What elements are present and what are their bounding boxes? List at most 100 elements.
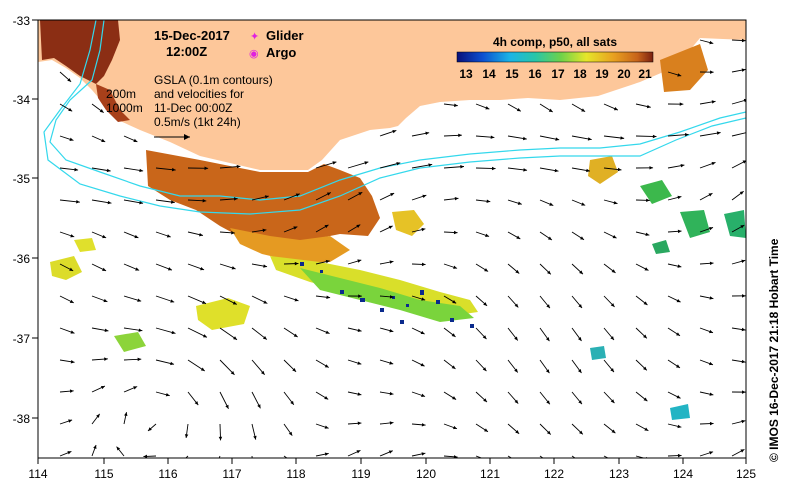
velocity-arrow-head [104, 357, 108, 361]
velocity-arrow-head [580, 236, 585, 240]
x-tick-115: 115 [94, 458, 114, 481]
x-tick-118: 118 [286, 458, 306, 481]
velocity-arrow-head [357, 361, 362, 365]
velocity-arrow-head [96, 413, 100, 418]
velocity-arrow-head [545, 369, 550, 374]
velocity-arrow-head [546, 400, 550, 405]
velocity-arrow-head [643, 334, 647, 339]
velocity-arrow-head [170, 299, 175, 303]
velocity-arrow-head [643, 301, 648, 305]
sst-patch-7 [660, 44, 708, 92]
x-axis: 114 115 116 117 118 119 120 121 122 123 … [28, 458, 756, 481]
velocity-arrow-head [332, 161, 337, 165]
velocity-arrow-head [677, 195, 682, 200]
velocity-arrow-head [116, 446, 121, 451]
x-tick-122: 122 [544, 458, 564, 481]
velocity-arrow-head [294, 261, 299, 266]
velocity-arrow-head [70, 234, 75, 238]
velocity-arrow-head [458, 133, 462, 138]
velocity-arrow-head [587, 137, 592, 141]
velocity-arrow-head [680, 163, 685, 168]
colorbar-tick: 14 [482, 67, 496, 81]
velocity-arrow-head [257, 404, 261, 409]
sst-patch-10 [724, 210, 746, 238]
velocity-arrow-head [421, 262, 426, 267]
x-tick-label: 121 [480, 467, 500, 481]
velocity-arrow-head [389, 328, 394, 333]
velocity-arrow-head [515, 430, 520, 434]
y-tick-minus36: -36 [13, 252, 38, 266]
velocity-arrow-head [225, 404, 229, 409]
velocity-arrow-head [231, 266, 236, 270]
velocity-arrow-head [294, 298, 299, 302]
velocity-arrow-head [137, 298, 142, 302]
velocity-arrow-head [93, 444, 97, 449]
velocity-arrow-head [137, 357, 142, 362]
velocity-arrow-head [69, 389, 74, 393]
velocity-arrow-head [100, 385, 105, 390]
argo-label: Argo [266, 45, 296, 60]
velocity-arrow-head [708, 193, 713, 197]
velocity-arrow-head [421, 227, 426, 232]
velocity-arrow-head [460, 165, 464, 169]
isobath-1000m [43, 20, 746, 215]
velocity-arrow-head [610, 336, 614, 341]
velocity-arrow-head [453, 230, 458, 235]
sst-patch-4 [74, 238, 96, 252]
velocity-arrow-head [253, 435, 257, 440]
velocity-arrow-head [233, 197, 238, 201]
velocity-arrow-head [711, 161, 716, 166]
velocity-arrow-head [290, 400, 294, 405]
x-tick-125: 125 [736, 458, 756, 481]
velocity-arrow-head [741, 327, 746, 332]
x-tick-116: 116 [158, 458, 178, 481]
velocity-arrow-head [547, 270, 551, 275]
gsla-note-line-3: 11-Dec 00:00Z [154, 101, 233, 115]
velocity-arrow-head [580, 461, 584, 464]
velocity-arrow-head [421, 452, 426, 456]
y-tick-minus35: -35 [13, 172, 38, 186]
velocity-arrow-head [167, 267, 172, 271]
velocity-arrow-head [135, 267, 140, 271]
velocity-arrow-head [102, 267, 107, 271]
velocity-arrow [475, 455, 483, 458]
velocity-arrow-head [326, 295, 331, 299]
velocity-arrow-head [581, 202, 586, 206]
y-tick-minus33: -33 [13, 14, 38, 28]
sst-plume-west-coast [40, 20, 120, 84]
velocity-arrow-head [230, 371, 235, 375]
scale-arrow-head [184, 134, 190, 140]
velocity-arrow-head [649, 166, 654, 170]
velocity-arrow-head [166, 234, 171, 238]
velocity-arrow-head [548, 108, 553, 113]
sst-patch-13 [590, 346, 606, 360]
velocity-arrow-head [454, 196, 459, 201]
velocity-arrow-head [741, 359, 746, 364]
velocity-arrow-head [425, 131, 430, 136]
glider-symbol: ✦ [250, 30, 259, 43]
isobath-200m [49, 20, 746, 201]
velocity-arrow-head [389, 295, 394, 299]
velocity-arrow-head [516, 235, 521, 239]
velocity-arrow-head [139, 200, 144, 205]
isobath-label-200m: 200m [106, 87, 136, 101]
argo-symbol: ◉ [249, 47, 259, 60]
velocity-arrow-head [577, 337, 582, 341]
velocity-arrow-head [389, 260, 394, 264]
velocity-arrow-head [613, 106, 618, 111]
velocity-arrow [283, 455, 288, 458]
colorbar-tick: 20 [617, 67, 631, 81]
velocity-arrow-head [138, 328, 143, 332]
velocity-arrow-head [716, 131, 721, 135]
velocity-arrow-head [485, 106, 490, 110]
velocity-arrow-head [358, 192, 363, 196]
velocity-arrow-head [743, 98, 746, 103]
velocity-arrow-head [546, 304, 550, 309]
y-tick-label: -35 [13, 172, 31, 186]
velocity-arrow-head [484, 268, 489, 272]
velocity-arrow-head [546, 430, 551, 435]
velocity-arrow-head [610, 303, 615, 307]
sst-patch-2 [196, 298, 250, 330]
velocity-arrow-head [677, 229, 682, 234]
velocity-arrow-head [388, 450, 393, 454]
